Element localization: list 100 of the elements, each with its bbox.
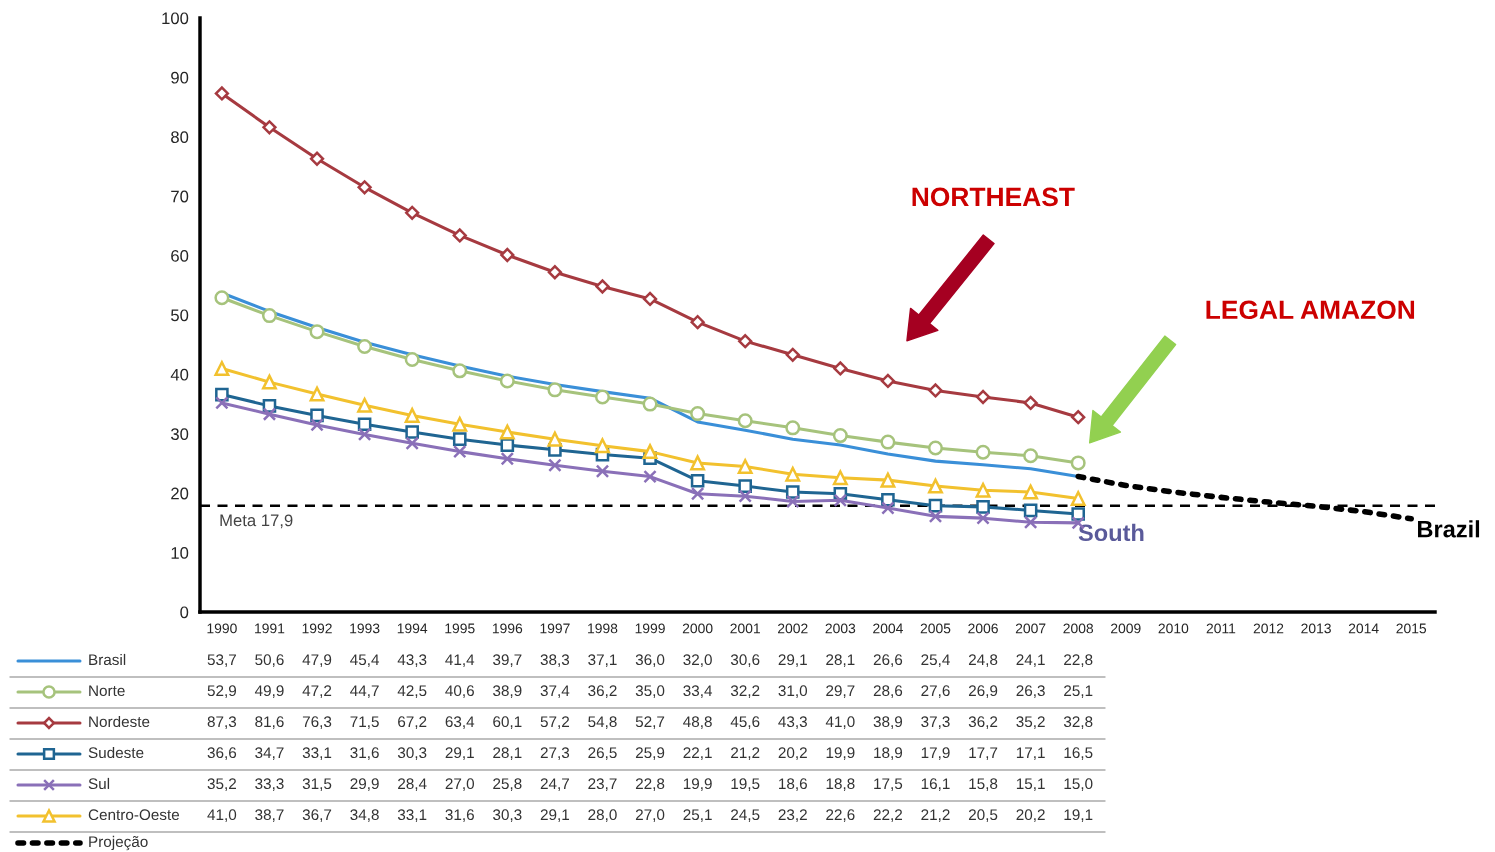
data-label: 15,1 xyxy=(1016,778,1045,791)
data-label: 26,5 xyxy=(588,747,617,760)
point xyxy=(690,473,705,488)
y-tick-label: 70 xyxy=(171,190,189,203)
point xyxy=(452,363,468,379)
data-label: 36,0 xyxy=(635,654,665,667)
point xyxy=(357,427,372,442)
point xyxy=(832,470,848,486)
x-tick-label: 2007 xyxy=(1015,623,1046,634)
data-label: 15,0 xyxy=(1064,778,1093,791)
x-tick-label: 1997 xyxy=(540,623,570,634)
data-label: 25,1 xyxy=(1064,685,1093,698)
point xyxy=(976,500,990,514)
data-label: 24,8 xyxy=(968,654,998,667)
data-label: 26,9 xyxy=(968,685,998,698)
point xyxy=(1070,491,1086,507)
point xyxy=(214,290,230,306)
data-label: 22,6 xyxy=(826,809,855,822)
data-label: 26,6 xyxy=(873,654,903,667)
data-label: 18,9 xyxy=(874,747,903,760)
data-label: 41,4 xyxy=(445,654,475,667)
legend-label: Nordeste xyxy=(89,715,150,728)
point xyxy=(547,382,563,398)
data-label: 38,9 xyxy=(493,685,522,698)
annotation: LEGAL AMAZON xyxy=(1206,300,1415,320)
data-label: 38,9 xyxy=(873,716,903,729)
data-label: 17,9 xyxy=(921,747,950,760)
point xyxy=(404,352,420,368)
point xyxy=(1023,484,1039,500)
data-label: 30,3 xyxy=(493,809,522,822)
point xyxy=(1023,448,1039,464)
y-tick-label: 80 xyxy=(171,131,189,143)
point xyxy=(975,444,991,460)
data-label: 45,4 xyxy=(350,654,380,667)
data-label: 27,6 xyxy=(921,685,950,698)
point xyxy=(1070,455,1086,471)
data-label: 71,5 xyxy=(350,716,379,729)
data-label: 76,3 xyxy=(302,716,332,729)
data-label: 22,8 xyxy=(635,778,665,791)
x-tick-label: 1990 xyxy=(207,623,237,634)
point xyxy=(452,416,468,432)
point xyxy=(832,428,848,444)
point xyxy=(357,397,373,413)
point xyxy=(690,455,706,471)
point xyxy=(976,511,990,525)
point xyxy=(499,424,515,440)
x-tick-label: 2002 xyxy=(778,623,808,634)
data-label: 52,7 xyxy=(635,716,665,729)
data-label: 32,2 xyxy=(730,685,760,698)
data-label: 36,2 xyxy=(968,716,998,729)
legend-label: Norte xyxy=(89,685,125,697)
data-label: 33,1 xyxy=(397,809,427,822)
data-label: 23,2 xyxy=(778,809,807,822)
point xyxy=(785,420,801,436)
point xyxy=(499,373,515,389)
point xyxy=(881,501,895,515)
data-label: 45,6 xyxy=(730,716,760,729)
data-label: 24,5 xyxy=(731,809,760,822)
x-tick-label: 2011 xyxy=(1206,623,1236,634)
point xyxy=(404,407,420,423)
point xyxy=(927,440,943,456)
point xyxy=(594,389,610,405)
y-tick-label: 50 xyxy=(171,309,189,322)
data-label: 31,6 xyxy=(445,809,474,822)
x-tick-label: 2006 xyxy=(968,623,998,634)
data-label: 35,0 xyxy=(635,685,665,698)
data-label: 27,0 xyxy=(635,809,665,822)
point xyxy=(643,469,657,484)
data-label: 22,1 xyxy=(683,747,712,760)
data-label: 47,2 xyxy=(302,685,332,698)
point xyxy=(548,458,562,473)
x-tick-label: 1991 xyxy=(255,623,285,634)
y-tick-label: 60 xyxy=(171,250,189,262)
point xyxy=(405,425,419,439)
data-label: 36,6 xyxy=(207,747,237,760)
x-tick-label: 2004 xyxy=(873,623,903,634)
data-label: 29,1 xyxy=(445,747,474,760)
data-label: 29,1 xyxy=(540,809,570,822)
annotation: South xyxy=(1078,523,1144,542)
point xyxy=(928,383,943,398)
point xyxy=(880,373,896,389)
data-label: 54,8 xyxy=(588,716,617,729)
point xyxy=(738,489,752,503)
x-tick-label: 2015 xyxy=(1396,623,1427,634)
point xyxy=(215,396,229,410)
x-tick-label: 1998 xyxy=(588,623,618,634)
point xyxy=(595,464,610,479)
x-tick-label: 1999 xyxy=(635,623,665,634)
data-label: 17,7 xyxy=(969,747,998,760)
point xyxy=(738,479,752,493)
data-label: 52,9 xyxy=(207,685,237,698)
point xyxy=(500,247,515,263)
data-label: 37,4 xyxy=(540,685,570,698)
point xyxy=(310,408,324,423)
data-label: 44,7 xyxy=(350,685,379,698)
data-label: 34,7 xyxy=(255,747,284,760)
point xyxy=(1071,410,1086,425)
data-label: 15,8 xyxy=(969,778,998,791)
y-tick-label: 10 xyxy=(171,547,189,559)
annotation: Brazil xyxy=(1418,520,1480,538)
